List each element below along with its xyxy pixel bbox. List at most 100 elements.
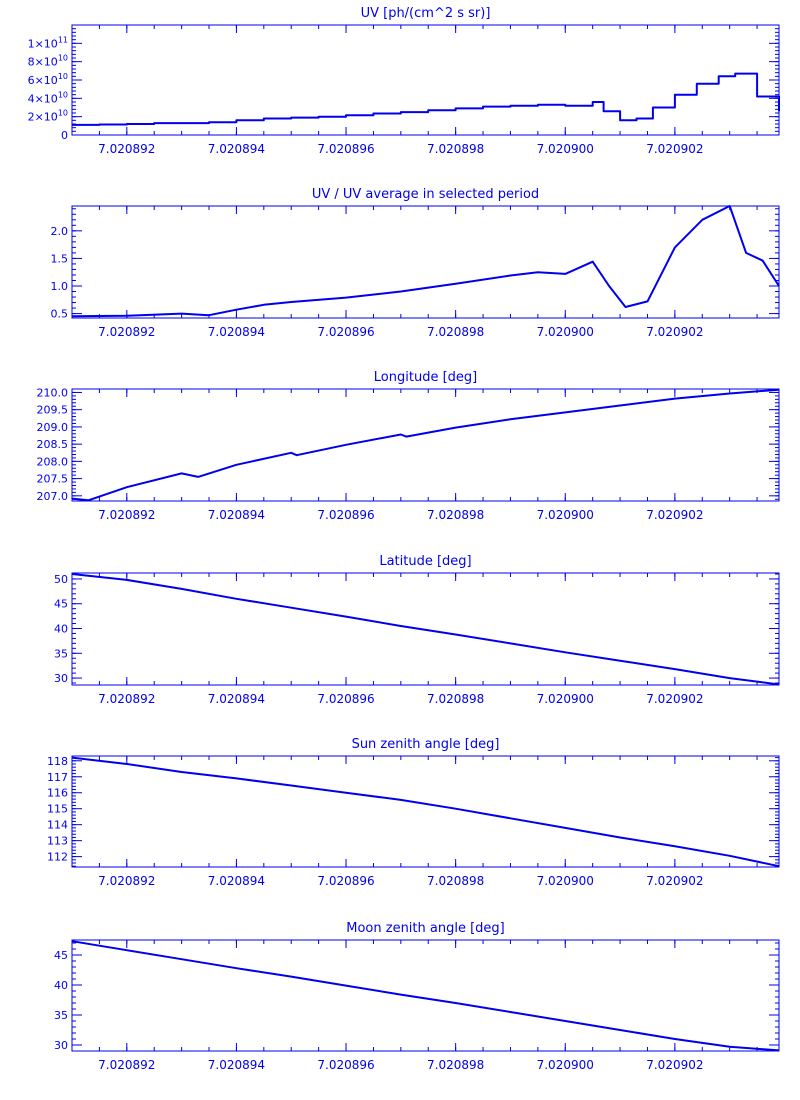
y-tick-base: 35	[54, 647, 68, 660]
y-tick-label: 112	[47, 851, 68, 864]
x-tick-label: 7.020896	[317, 692, 374, 706]
y-tick-label: 30	[54, 1039, 68, 1052]
y-tick-base: 1×10	[28, 37, 58, 50]
y-tick-label: 210.0	[37, 386, 69, 399]
y-tick-base: 209.0	[37, 421, 69, 434]
y-tick-base: 207.5	[37, 473, 69, 486]
y-tick-label: 208.5	[37, 438, 69, 451]
x-tick-label: 7.020896	[317, 874, 374, 888]
y-tick-base: 4×10	[28, 92, 58, 105]
x-tick-label: 7.020898	[427, 508, 484, 522]
x-tick-label: 7.020894	[208, 508, 265, 522]
y-tick-label: 114	[47, 819, 68, 832]
y-tick-label: 2×1010	[28, 109, 68, 124]
x-tick-label: 7.020894	[208, 1058, 265, 1072]
x-tick-label: 7.020892	[98, 508, 155, 522]
plot-frame	[71, 388, 780, 502]
x-tick-label: 7.020900	[537, 508, 594, 522]
y-tick-label: 115	[47, 803, 68, 816]
y-tick-base: 209.5	[37, 404, 69, 417]
x-tick-label: 7.020896	[317, 508, 374, 522]
y-tick-exponent: 10	[58, 90, 68, 99]
x-tick-label: 7.020896	[317, 1058, 374, 1072]
panel-title: Latitude [deg]	[379, 554, 471, 569]
panel-3: Longitude [deg] 7.020892 7.020894 7.020896 7…	[37, 370, 780, 522]
y-tick-base: 30	[54, 1039, 68, 1052]
y-tick-base: 0	[61, 129, 68, 142]
y-tick-base: 35	[54, 1009, 68, 1022]
x-tick-label: 7.020898	[427, 142, 484, 156]
series-line	[71, 940, 780, 1052]
y-tick-label: 117	[47, 771, 68, 784]
panel-6: Moon zenith angle [deg] 7.020892 7.020894 7…	[54, 921, 780, 1072]
x-tick-label: 7.020892	[98, 325, 155, 339]
y-tick-label: 35	[54, 647, 68, 660]
series-line	[71, 756, 780, 868]
x-tick-label: 7.020894	[208, 874, 265, 888]
y-tick-base: 118	[47, 755, 68, 768]
y-tick-exponent: 10	[58, 109, 68, 118]
x-tick-label: 7.020902	[646, 325, 703, 339]
series-line	[71, 388, 780, 502]
x-tick-label: 7.020900	[537, 142, 594, 156]
y-tick-base: 2×10	[28, 111, 58, 124]
y-tick-base: 114	[47, 819, 68, 832]
x-tick-label: 7.020900	[537, 325, 594, 339]
y-tick-base: 8×10	[28, 56, 58, 69]
x-tick-label: 7.020898	[427, 874, 484, 888]
y-tick-label: 0	[61, 129, 68, 142]
panel-title: Moon zenith angle [deg]	[346, 921, 504, 936]
y-tick-label: 45	[54, 949, 68, 962]
x-tick-label: 7.020896	[317, 325, 374, 339]
y-tick-label: 1×1011	[28, 35, 68, 50]
y-tick-label: 8×1010	[28, 54, 68, 69]
y-tick-exponent: 10	[58, 54, 68, 63]
y-tick-label: 1.5	[51, 252, 69, 265]
y-tick-label: 4×1010	[28, 90, 68, 105]
y-tick-base: 116	[47, 787, 68, 800]
y-tick-label: 207.5	[37, 473, 69, 486]
plot-frame	[71, 939, 780, 1052]
y-tick-base: 112	[47, 851, 68, 864]
panel-2: UV / UV average in selected period 7.0208…	[51, 187, 780, 339]
y-tick-label: 1.0	[51, 280, 69, 293]
y-tick-label: 50	[54, 573, 68, 586]
series-line	[71, 205, 780, 318]
series-line	[71, 573, 780, 686]
x-tick-label: 7.020892	[98, 692, 155, 706]
y-tick-base: 40	[54, 623, 68, 636]
y-tick-label: 30	[54, 672, 68, 685]
y-tick-label: 208.0	[37, 455, 69, 468]
x-tick-label: 7.020898	[427, 692, 484, 706]
y-tick-base: 117	[47, 771, 68, 784]
y-tick-base: 6×10	[28, 74, 58, 87]
panel-title: UV [ph/(cm^2 s sr)]	[361, 6, 491, 21]
x-tick-label: 7.020902	[646, 1058, 703, 1072]
x-tick-label: 7.020892	[98, 142, 155, 156]
y-tick-base: 40	[54, 979, 68, 992]
y-tick-base: 210.0	[37, 386, 69, 399]
y-tick-label: 40	[54, 623, 68, 636]
y-tick-base: 1.5	[51, 252, 69, 265]
panel-5: Sun zenith angle [deg] 7.020892 7.020894 7.…	[47, 737, 780, 888]
y-tick-base: 115	[47, 803, 68, 816]
x-tick-label: 7.020898	[427, 1058, 484, 1072]
x-tick-label: 7.020902	[646, 508, 703, 522]
x-tick-label: 7.020902	[646, 874, 703, 888]
y-tick-label: 2.0	[51, 225, 69, 238]
x-tick-label: 7.020898	[427, 325, 484, 339]
panel-title: Sun zenith angle [deg]	[352, 737, 500, 752]
y-tick-base: 45	[54, 598, 68, 611]
y-tick-label: 35	[54, 1009, 68, 1022]
x-tick-label: 7.020894	[208, 692, 265, 706]
x-tick-label: 7.020892	[98, 874, 155, 888]
x-tick-label: 7.020902	[646, 142, 703, 156]
y-tick-base: 30	[54, 672, 68, 685]
x-tick-label: 7.020900	[537, 1058, 594, 1072]
y-tick-label: 209.5	[37, 404, 69, 417]
y-tick-label: 118	[47, 755, 68, 768]
x-tick-label: 7.020902	[646, 692, 703, 706]
series-line	[72, 72, 780, 126]
y-tick-base: 0.5	[51, 308, 69, 321]
